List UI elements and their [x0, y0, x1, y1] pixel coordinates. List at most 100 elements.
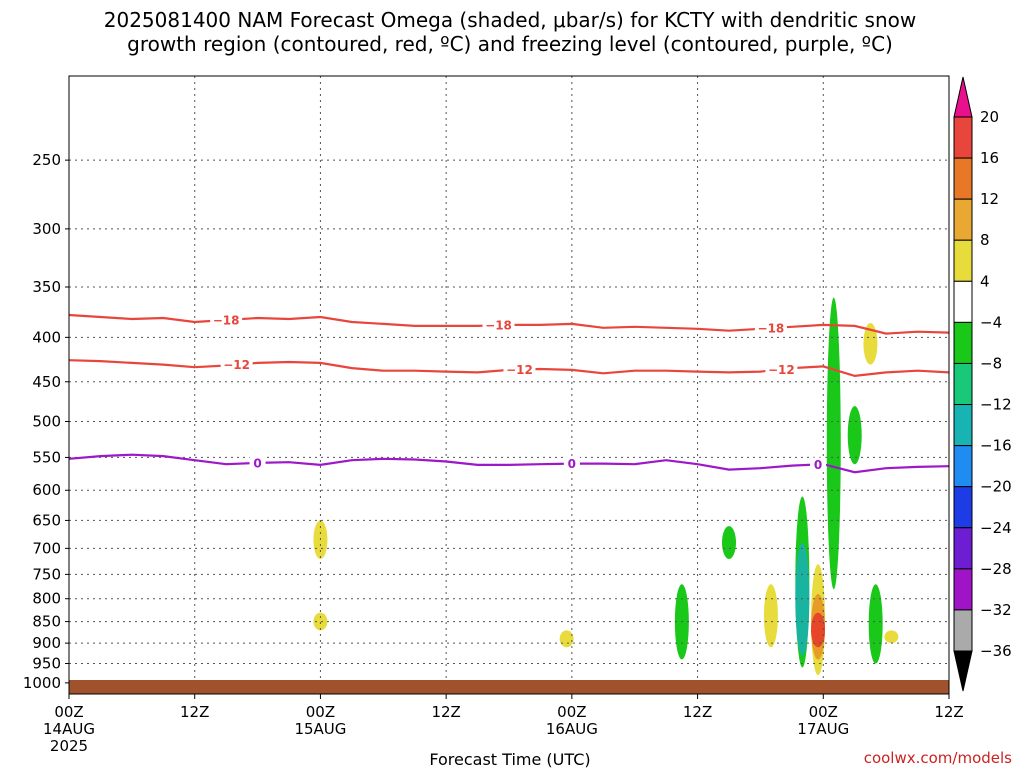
- colorbar-tick-label-3: 8: [980, 231, 990, 249]
- omega-shading-layer: [313, 297, 899, 676]
- chart-title-line-2: growth region (contoured, red, ºC) and f…: [127, 32, 893, 56]
- omega-shade-yellow-3: [559, 630, 574, 648]
- x-tick-label-6-1: 17AUG: [797, 720, 849, 738]
- contour-label: −18: [485, 319, 512, 333]
- contour-label-bg: [765, 362, 798, 377]
- colorbar-band-1: [953, 157, 973, 200]
- y-tick-label-500: 500: [32, 412, 61, 430]
- contour-label: −18: [213, 313, 240, 327]
- y-tick-label-450: 450: [32, 373, 61, 391]
- x-tick-label-2-0: 00Z: [306, 703, 335, 721]
- contour-label: −12: [768, 363, 795, 377]
- contour-label-bg: [210, 312, 243, 327]
- colorbar-tick-label-2: 12: [980, 190, 999, 208]
- chart-title-line-1: 2025081400 NAM Forecast Omega (shaded, μ…: [104, 8, 916, 32]
- y-tick-label-650: 650: [32, 511, 61, 529]
- omega-shade-teal: [795, 542, 810, 656]
- plot-frame: [68, 75, 950, 695]
- colorbar-tick-label-4: 4: [980, 272, 990, 290]
- colorbar-tick-label-0: 20: [980, 108, 999, 126]
- colorbar-band-6: [953, 362, 973, 406]
- y-tick-label-800: 800: [32, 590, 61, 608]
- colorbar-tick-label-7: −12: [980, 396, 1012, 414]
- y-tick-label-950: 950: [32, 655, 61, 673]
- colorbar-over-arrow: [953, 76, 973, 118]
- colorbar-band-0: [953, 116, 973, 159]
- contour-label-bg: [503, 362, 536, 377]
- colorbar-band-4: [953, 280, 973, 323]
- y-tick-label-550: 550: [32, 448, 61, 466]
- contour-label: −12: [506, 363, 533, 377]
- colorbar-band-12: [953, 609, 973, 652]
- colorbar-tick-label-5: −4: [980, 313, 1002, 331]
- chart-title: 2025081400 NAM Forecast Omega (shaded, μ…: [104, 8, 916, 56]
- x-tick-label-0-1: 14AUG: [43, 720, 95, 738]
- colorbar-tick-label-10: −24: [980, 519, 1012, 537]
- x-tick-label-6-0: 00Z: [809, 703, 838, 721]
- x-tick-label-4-0: 00Z: [557, 703, 586, 721]
- x-axis-label: Forecast Time (UTC): [429, 750, 590, 768]
- contour-label-bg: [482, 318, 515, 333]
- colorbar-band-9: [953, 486, 973, 529]
- y-tick-label-1000: 1000: [23, 674, 61, 692]
- omega-shade-yellow-2: [313, 612, 328, 631]
- x-tick-label-7-0: 12Z: [934, 703, 963, 721]
- x-tick-label-3-0: 12Z: [431, 703, 460, 721]
- contour-label: −12: [223, 358, 250, 372]
- contour-label: 0: [814, 458, 822, 472]
- colorbar-tick-label-11: −28: [980, 560, 1012, 578]
- omega-shade-yellow-7: [884, 630, 899, 644]
- x-tick-label-5-0: 12Z: [683, 703, 712, 721]
- colorbar: 20 16 12 8 4 −4 −8 −12 −16 −20 −24 −28 −32 −36: [953, 76, 1012, 692]
- y-tick-label-400: 400: [32, 328, 61, 346]
- contour-layer: −18 −18 −18 −12 −12 −12 0 0 0: [68, 312, 950, 474]
- x-tick-label-1-0: 12Z: [180, 703, 209, 721]
- contour-label: 0: [568, 457, 576, 471]
- contour-label-bg: [810, 457, 827, 472]
- x-tick-label-0-2: 2025: [50, 737, 88, 755]
- colorbar-band-8: [953, 445, 973, 488]
- credit-text: coolwx.com/models: [864, 749, 1012, 767]
- colorbar-band-10: [953, 527, 973, 570]
- x-tick-label-2-1: 15AUG: [294, 720, 346, 738]
- x-tick-label-0-0: 00Z: [54, 703, 83, 721]
- x-tick-label-4-1: 16AUG: [546, 720, 598, 738]
- contour-label-bg: [563, 456, 580, 471]
- colorbar-tick-label-9: −20: [980, 478, 1012, 496]
- contour-label-bg: [220, 357, 253, 372]
- omega-shade-green-4: [826, 297, 841, 590]
- omega-shade-yellow-6: [863, 322, 878, 365]
- y-tick-label-700: 700: [32, 539, 61, 557]
- contour-label: −18: [758, 322, 785, 336]
- y-axis: 250 300 350 400 450 500 550 600 650 700 750 800 850 9…: [23, 151, 69, 692]
- y-tick-label-300: 300: [32, 220, 61, 238]
- colorbar-band-3: [953, 239, 973, 282]
- contour-label-bg: [754, 321, 787, 336]
- colorbar-tick-label-12: −32: [980, 601, 1012, 619]
- colorbar-band-2: [953, 198, 973, 241]
- colorbar-band-5: [953, 321, 973, 364]
- colorbar-tick-label-8: −16: [980, 437, 1012, 455]
- contour-label-bg: [249, 455, 266, 470]
- omega-shade-green-2: [722, 526, 736, 559]
- omega-shade-green-6: [868, 584, 883, 664]
- y-tick-label-750: 750: [32, 565, 61, 583]
- omega-shade-yellow-4: [763, 584, 778, 648]
- contour-line-2: [68, 453, 950, 474]
- y-tick-label-600: 600: [32, 481, 61, 499]
- contour-label: 0: [253, 456, 261, 470]
- y-tick-label-250: 250: [32, 151, 61, 169]
- colorbar-tick-label-1: 16: [980, 149, 999, 167]
- y-tick-label-350: 350: [32, 278, 61, 296]
- colorbar-band-7: [953, 404, 973, 447]
- colorbar-under-arrow: [953, 650, 973, 692]
- ground-surface-bar: [69, 680, 949, 694]
- colorbar-tick-label-13: −36: [980, 642, 1012, 660]
- y-tick-label-850: 850: [32, 613, 61, 631]
- y-tick-label-900: 900: [32, 634, 61, 652]
- colorbar-band-11: [953, 568, 973, 611]
- colorbar-tick-label-6: −8: [980, 354, 1002, 372]
- omega-shade-green-5: [847, 406, 862, 465]
